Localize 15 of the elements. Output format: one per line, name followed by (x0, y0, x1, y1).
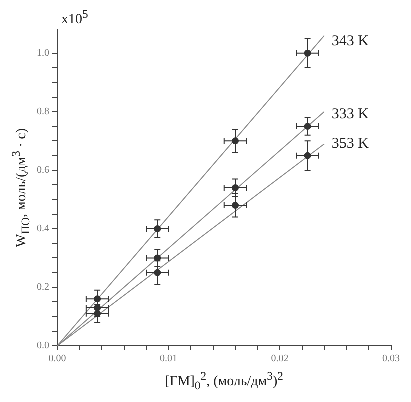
series-label: 343 K (332, 33, 370, 50)
x-tick-label: 0.02 (271, 354, 289, 365)
series-label: 333 K (332, 106, 370, 122)
y-tick-label: 0.4 (37, 224, 50, 235)
text: x10$^{5}$ (62, 8, 88, 29)
x-axis-title: [ГМ]$_{0}$$^{2}$, (моль/дм$^{3}$)$^{2}$ (165, 370, 284, 392)
y-tick-label: 0.6 (37, 165, 50, 176)
y-tick-label: 0.8 (37, 106, 50, 118)
y-tick-label: 0.0 (37, 340, 50, 352)
x-tick-label: 0.00 (48, 354, 66, 365)
x-tick-label: 0.03 (382, 354, 400, 365)
y-tick-label: 1.0 (37, 48, 50, 60)
y-tick-label: 0.2 (37, 282, 50, 294)
series-label: 353 K (332, 136, 370, 152)
x-tick-label: 0.01 (160, 354, 178, 365)
